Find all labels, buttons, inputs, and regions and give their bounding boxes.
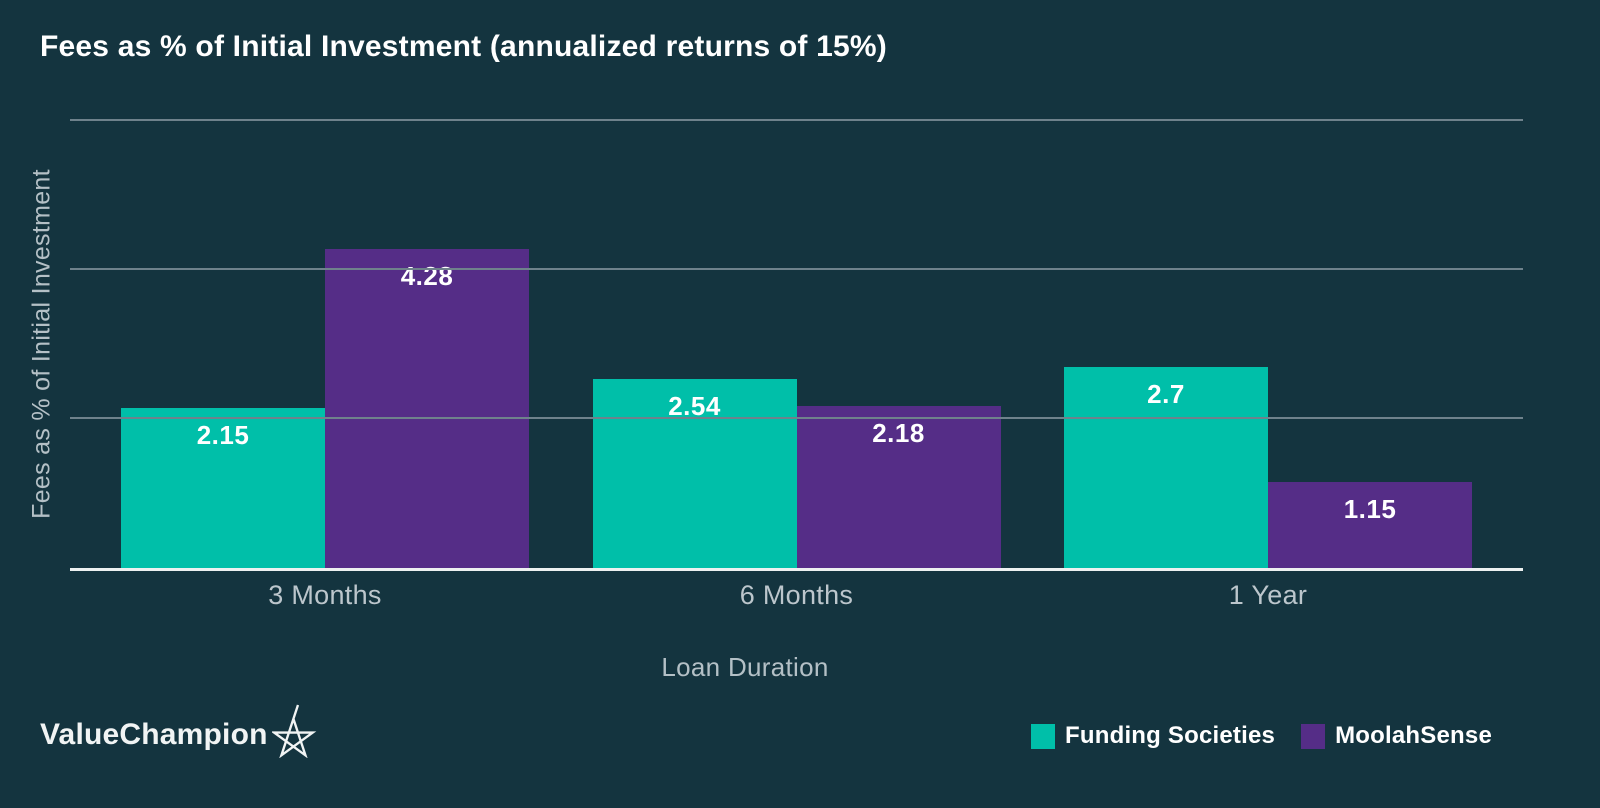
plot-area: 2.15 4.28 2.54 2.18 2.7 1.15	[70, 119, 1523, 571]
bar-moolahsense-1-year: 1.15	[1268, 482, 1472, 568]
bar-group-3-months: 2.15 4.28	[121, 121, 529, 568]
logo-text: ValueChampion	[40, 718, 268, 751]
bar-value-label: 2.18	[872, 417, 925, 448]
bar-group-1-year: 2.7 1.15	[1064, 121, 1472, 568]
legend-label-funding-societies: Funding Societies	[1065, 722, 1276, 749]
bar-funding-societies-6-months: 2.54	[592, 378, 797, 568]
x-axis-label: Loan Duration	[661, 652, 829, 682]
bar-value-label: 4.28	[400, 261, 454, 292]
bar-value-label: 2.15	[196, 419, 250, 450]
legend-item-funding-societies: Funding Societies	[1031, 722, 1275, 750]
y-axis-label: Fees as % of Initial Investment	[27, 169, 56, 519]
bar-funding-societies-3-months: 2.15	[121, 407, 325, 568]
bar-group-6-months: 2.54 2.18	[592, 121, 1001, 568]
x-tick-label-1-year: 1 Year	[1228, 580, 1308, 610]
valuechampion-logo: ValueChampion	[40, 704, 320, 758]
legend: Funding Societies MoolahSense	[1031, 722, 1492, 750]
x-tick-label-3-months: 3 Months	[268, 580, 382, 610]
bar-value-label: 2.54	[668, 390, 721, 421]
legend-label-moolahsense: MoolahSense	[1335, 722, 1492, 749]
x-axis-ticks: 3 Months 6 Months 1 Year	[70, 580, 1523, 611]
gridline	[70, 119, 1523, 121]
star-icon	[271, 704, 316, 758]
bar-value-label: 2.7	[1147, 378, 1185, 409]
x-tick-label-6-months: 6 Months	[739, 580, 854, 610]
gridline	[70, 268, 1523, 271]
legend-item-moolahsense: MoolahSense	[1301, 722, 1492, 750]
chart-title: Fees as % of Initial Investment (annuali…	[40, 30, 887, 63]
bar-moolahsense-3-months: 4.28	[325, 249, 529, 568]
legend-swatch-moolahsense	[1301, 723, 1326, 749]
bar-groups: 2.15 4.28 2.54 2.18 2.7 1.15	[70, 121, 1523, 568]
legend-swatch-funding-societies	[1031, 723, 1055, 749]
gridline	[70, 417, 1523, 420]
bar-moolahsense-6-months: 2.18	[796, 405, 1001, 568]
bar-funding-societies-1-year: 2.7	[1064, 366, 1268, 568]
bar-value-label: 1.15	[1343, 494, 1397, 525]
